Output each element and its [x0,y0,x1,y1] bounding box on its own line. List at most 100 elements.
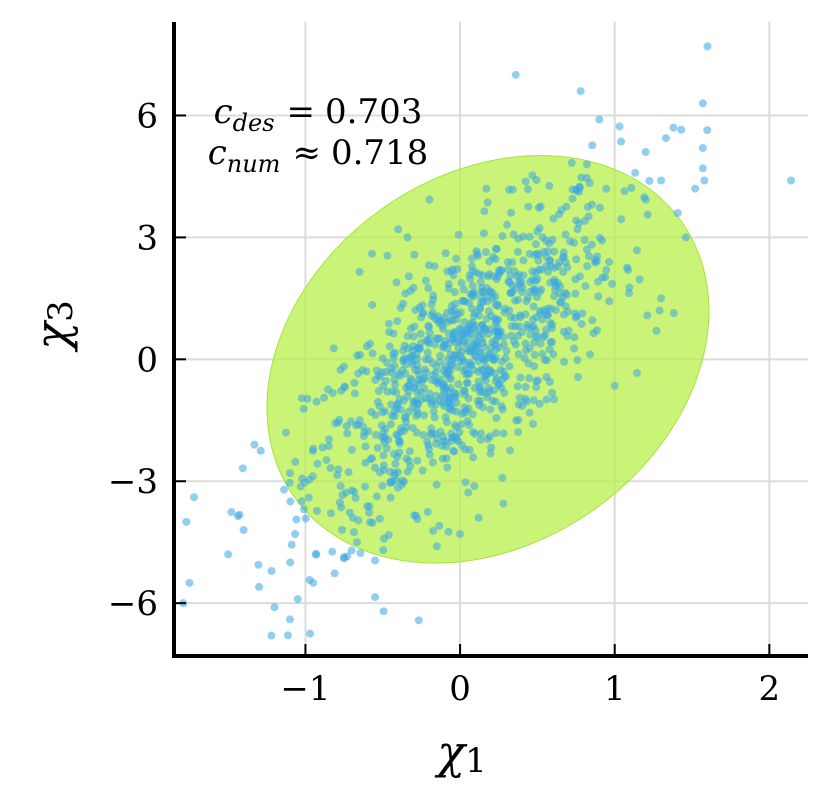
data-point-346 [350,389,359,398]
data-point-993 [408,403,417,412]
data-point-368 [429,407,438,416]
data-point-outlier-9 [700,176,709,185]
data-point-432 [534,256,543,265]
data-point-828 [568,194,577,203]
data-point-872 [297,394,306,403]
data-point-185 [632,246,641,255]
data-point-725 [378,481,387,490]
data-point-629 [381,376,390,385]
data-point-587 [429,291,438,300]
data-point-125 [536,339,545,348]
data-point-786 [602,184,611,193]
data-point-223 [673,209,682,218]
data-point-852 [448,316,457,325]
data-point-970 [625,289,634,298]
annotation-c-des: cdes = 0.703 [214,92,423,137]
data-point-428 [575,187,584,196]
data-point-655 [363,502,372,511]
data-point-604 [514,416,523,425]
data-point-759 [617,215,626,224]
data-point-516 [450,421,459,430]
data-point-440 [530,362,539,371]
data-point-379 [529,396,538,405]
data-point-926 [557,205,566,214]
data-point-outlier-8 [698,164,707,173]
data-point-931 [374,387,383,396]
data-point-940 [448,335,457,344]
data-point-839 [291,457,300,466]
data-point-471 [393,483,402,492]
data-point-977 [473,341,482,350]
data-point-500 [471,268,480,277]
data-point-outlier-46 [641,148,650,157]
data-point-outlier-17 [182,517,191,526]
data-point-outlier-22 [255,582,264,591]
data-point-656 [548,235,557,244]
data-point-359 [296,482,305,491]
data-point-790 [436,351,445,360]
data-point-258 [403,332,412,341]
data-point-948 [410,511,419,520]
data-point-635 [326,509,335,518]
data-point-outlier-31 [371,593,380,602]
data-point-770 [477,298,486,307]
data-point-309 [499,429,508,438]
data-point-881 [399,346,408,355]
data-point-873 [592,257,601,266]
data-point-676 [387,368,396,377]
data-point-973 [450,305,459,314]
data-point-912 [560,357,569,366]
data-point-558 [443,463,452,472]
data-point-141 [468,410,477,419]
data-point-outlier-16 [610,381,619,390]
data-point-495 [492,428,501,437]
data-point-999 [431,340,440,349]
data-point-769 [472,353,481,362]
data-point-246 [391,459,400,468]
data-point-596 [605,297,614,306]
data-point-317 [368,349,377,358]
data-point-613 [436,427,445,436]
data-point-972 [502,347,511,356]
data-point-877 [428,397,437,406]
data-point-971 [404,272,413,281]
data-point-254 [424,284,433,293]
data-point-194 [521,177,530,186]
data-point-645 [485,288,494,297]
data-point-969 [577,173,586,182]
data-point-367 [425,195,434,204]
data-point-563 [460,317,469,326]
data-point-48 [514,428,523,437]
data-point-905 [425,389,434,398]
data-point-outlier-7 [698,143,707,152]
data-point-outlier-41 [355,267,364,276]
y-axis-label: χ3 [25,300,81,353]
x-tick-label-2: 1 [604,669,626,709]
data-point-813 [361,482,370,491]
data-point-outlier-13 [657,294,666,303]
data-point-925 [487,311,496,320]
data-point-outlier-27 [306,629,315,638]
data-point-923 [498,473,507,482]
data-point-508 [401,360,410,369]
data-point-919 [286,558,295,567]
data-point-962 [417,338,426,347]
data-point-990 [475,382,484,391]
data-point-561 [506,446,515,455]
data-point-720 [347,546,356,555]
data-point-286 [583,262,592,271]
data-point-918 [425,339,434,348]
data-point-488 [312,506,321,515]
data-point-995 [484,365,493,374]
data-point-403 [505,278,514,287]
data-point-578 [433,434,442,443]
data-point-900 [443,344,452,353]
data-point-830 [561,288,570,297]
data-point-570 [386,477,395,486]
data-point-324 [416,329,425,338]
data-point-528 [280,485,289,494]
data-point-863 [474,367,483,376]
data-point-525 [525,408,534,417]
data-point-777 [514,350,523,359]
data-point-414 [573,356,582,365]
